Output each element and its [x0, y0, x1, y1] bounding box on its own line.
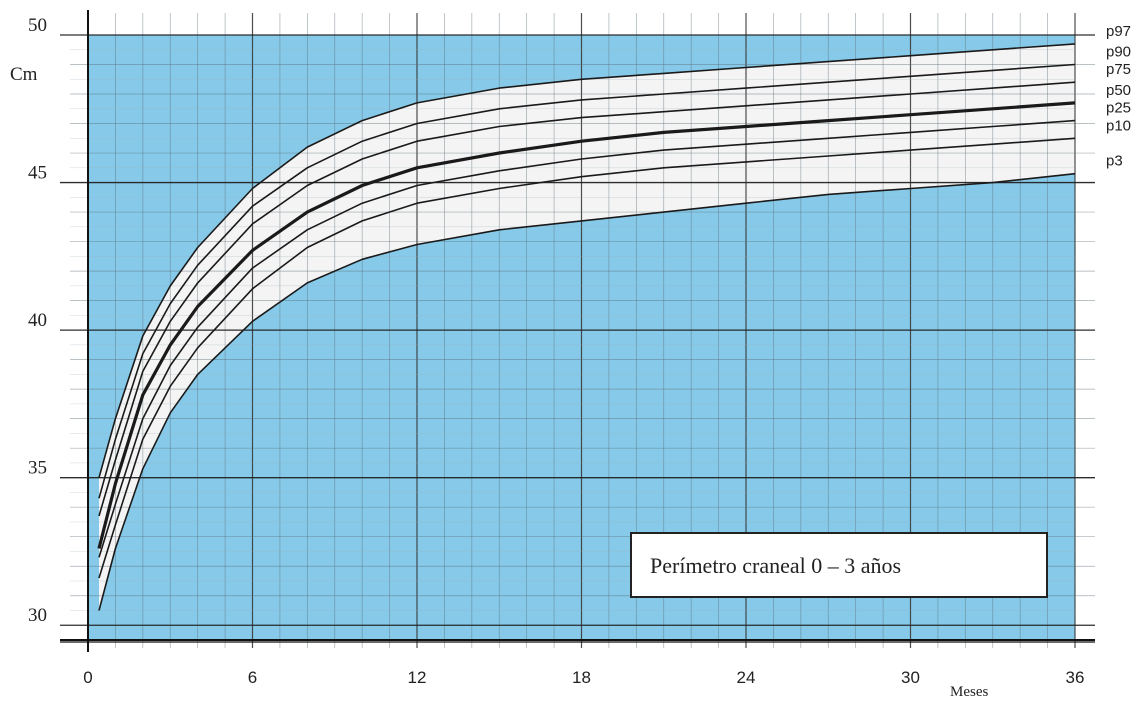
y-tick-label: 50	[28, 15, 47, 36]
percentile-band-area	[99, 43, 1075, 611]
series-line-p25	[98, 119, 1076, 558]
x-tick-label: 0	[83, 668, 92, 687]
x-tick-label: 36	[1066, 668, 1085, 687]
axes	[60, 10, 1095, 652]
series-line-p10	[98, 137, 1076, 579]
series-label-p10: p10	[1106, 117, 1131, 134]
series-line-p97	[98, 43, 1076, 478]
x-tick-label: 12	[408, 668, 427, 687]
series-line-p50	[97, 101, 1076, 549]
series-line-p90	[98, 63, 1076, 499]
y-tick-label: 35	[28, 458, 47, 479]
y-axis-unit: Cm	[10, 64, 38, 85]
x-axis-label: Meses	[950, 684, 988, 700]
y-tick-label: 45	[28, 163, 47, 184]
series-label-p50: p50	[1106, 82, 1131, 99]
x-tick-label: 18	[572, 668, 591, 687]
x-tick-label: 6	[248, 668, 257, 687]
series-label-p97: p97	[1106, 23, 1131, 40]
series-label-p25: p25	[1106, 100, 1131, 117]
y-tick-label: 40	[28, 310, 47, 331]
x-tick-label: 30	[901, 668, 920, 687]
percentile-lines	[97, 43, 1076, 611]
title-box: Perímetro craneal 0 – 3 años	[630, 532, 1048, 598]
series-label-p90: p90	[1106, 44, 1131, 61]
title-box-border	[630, 532, 1048, 598]
series-line-p75	[98, 81, 1076, 517]
series-line-p3	[98, 172, 1076, 611]
grid	[60, 13, 1095, 648]
series-label-p75: p75	[1106, 61, 1131, 78]
y-tick-label: 30	[28, 605, 47, 626]
percentile-band	[99, 43, 1075, 611]
chart-title: Perímetro craneal 0 – 3 años	[650, 553, 901, 578]
series-label-p3: p3	[1106, 153, 1123, 170]
x-tick-label: 24	[737, 668, 756, 687]
